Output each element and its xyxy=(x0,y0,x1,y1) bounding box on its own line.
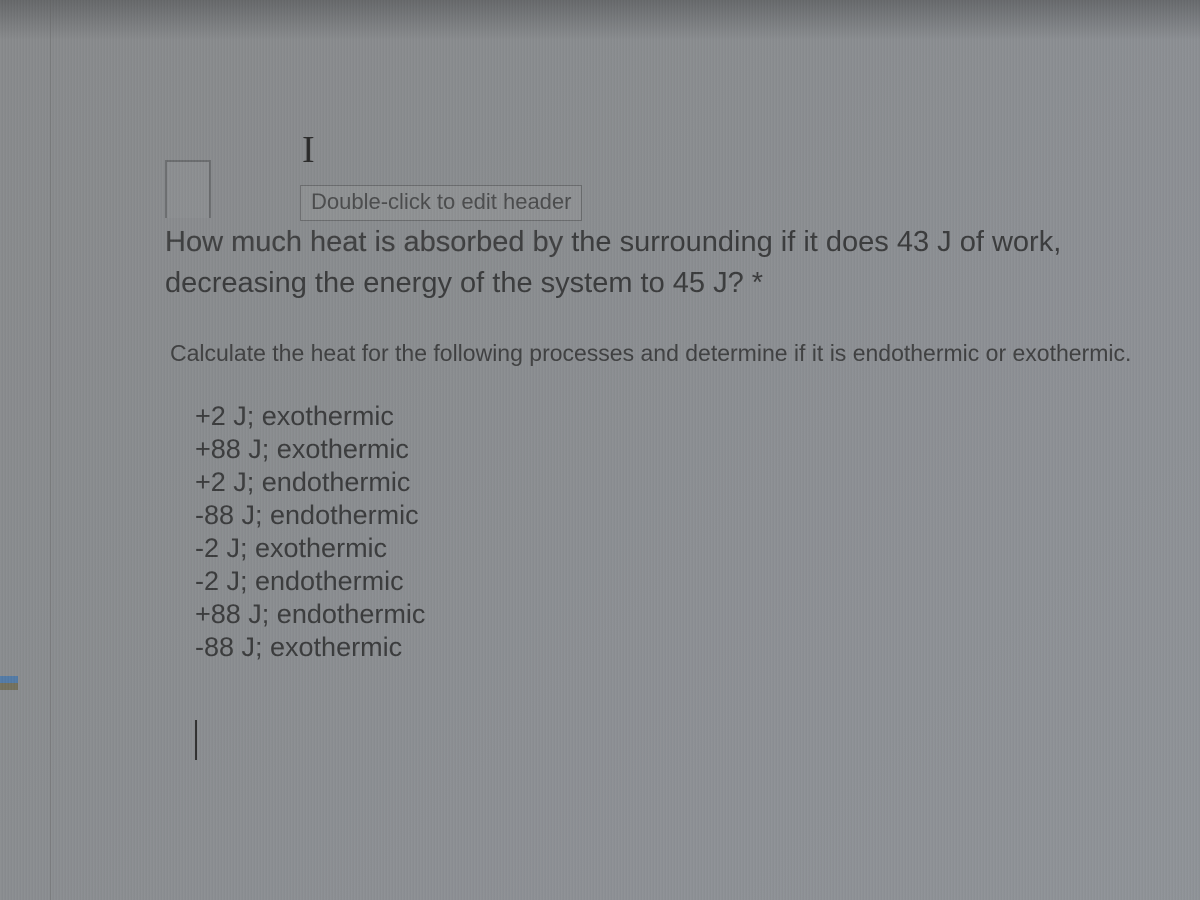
question-line2: decreasing the energy of the system to 4… xyxy=(165,264,1150,303)
option-1[interactable]: +2 J; exothermic xyxy=(195,400,425,433)
document-page: I Double-click to edit header How much h… xyxy=(70,60,1170,900)
page-left-edge xyxy=(50,0,51,900)
header-edit-hint[interactable]: Double-click to edit header xyxy=(300,185,582,221)
peek-window-sliver xyxy=(0,676,18,690)
option-4[interactable]: -88 J; endothermic xyxy=(195,499,425,532)
header-tab-marker xyxy=(165,160,211,218)
answer-options: +2 J; exothermic +88 J; exothermic +2 J;… xyxy=(195,400,425,664)
text-caret xyxy=(195,720,197,760)
question-line1-lead: How much heat is absorbed by xyxy=(165,226,571,258)
option-8[interactable]: -88 J; exothermic xyxy=(195,631,425,664)
option-2[interactable]: +88 J; exothermic xyxy=(195,433,425,466)
stray-i-character: I xyxy=(302,128,315,172)
option-6[interactable]: -2 J; endothermic xyxy=(195,565,425,598)
option-7[interactable]: +88 J; endothermic xyxy=(195,598,425,631)
question-text: How much heat is absorbed by the surroun… xyxy=(165,223,1150,303)
instruction-text: Calculate the heat for the following pro… xyxy=(170,340,1150,367)
question-line1-rest: the surrounding if it does 43 J of work, xyxy=(571,226,1061,258)
top-shadow xyxy=(0,0,1200,40)
option-3[interactable]: +2 J; endothermic xyxy=(195,466,425,499)
option-5[interactable]: -2 J; exothermic xyxy=(195,532,425,565)
